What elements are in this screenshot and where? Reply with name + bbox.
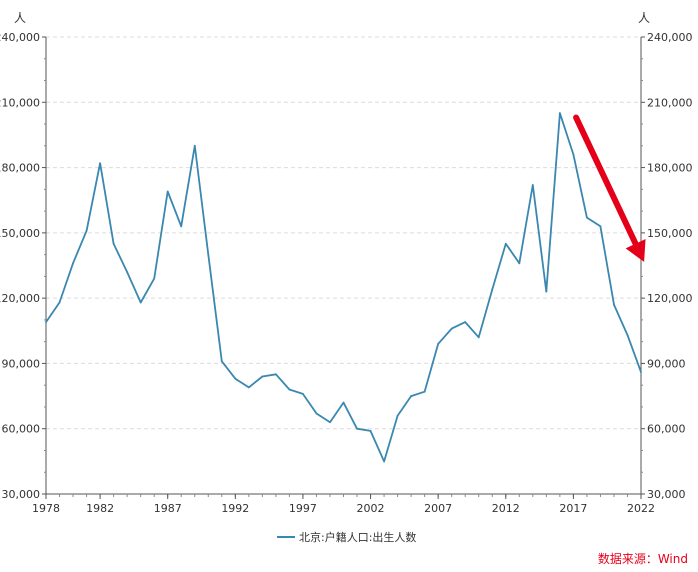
- left-y-tick-label: 90,000: [2, 357, 41, 370]
- x-tick-label: 2022: [627, 502, 655, 515]
- right-y-tick-label: 30,000: [647, 488, 686, 501]
- data-point: [302, 392, 304, 395]
- data-point: [491, 288, 494, 291]
- left-y-tick-label: 150,000: [0, 227, 40, 240]
- x-tick-labels: 1978 1982 1987 1992 1997 2002 2007 2012 2017 2022: [32, 494, 655, 515]
- x-tick-label: 1987: [154, 502, 182, 515]
- data-point: [423, 390, 426, 393]
- red-down-arrow-annotation: [573, 114, 646, 262]
- x-tick-label: 2002: [357, 502, 385, 515]
- left-y-tick-label: 60,000: [2, 423, 41, 436]
- data-point: [274, 373, 277, 376]
- data-point: [261, 375, 264, 378]
- x-tick-label: 1982: [86, 502, 114, 515]
- arrow-head: [625, 239, 646, 262]
- x-tick-label: 2007: [424, 502, 452, 515]
- data-point: [572, 153, 575, 156]
- data-point: [531, 184, 534, 186]
- right-y-tick-labels: 30,000 60,000 90,000 120,000 150,000 180,000 2…: [641, 31, 693, 501]
- data-point: [288, 388, 291, 391]
- data-point: [599, 225, 602, 228]
- data-point: [464, 321, 467, 323]
- data-point: [139, 301, 142, 304]
- data-point: [450, 327, 453, 330]
- data-point: [329, 421, 331, 424]
- data-point: [234, 377, 237, 380]
- right-y-tick-label: 210,000: [647, 96, 693, 109]
- data-point: [356, 427, 358, 430]
- data-point: [437, 342, 440, 345]
- left-y-tick-label: 210,000: [0, 96, 40, 109]
- right-y-tick-label: 240,000: [647, 31, 693, 44]
- data-point: [315, 412, 318, 415]
- data-point: [383, 460, 385, 463]
- data-point: [99, 162, 101, 165]
- data-point: [626, 334, 629, 337]
- data-point: [193, 144, 196, 147]
- x-tick-label: 2017: [559, 502, 587, 515]
- data-point: [247, 386, 250, 389]
- right-y-unit-label: 人: [638, 11, 650, 25]
- data-point: [45, 321, 47, 323]
- x-tick-label: 1992: [221, 502, 249, 515]
- right-y-tick-label: 180,000: [647, 162, 693, 175]
- grid-lines: [46, 36, 641, 430]
- data-point: [112, 242, 115, 245]
- data-point: [153, 277, 156, 280]
- data-point: [85, 229, 88, 232]
- data-point: [558, 112, 561, 115]
- data-point: [207, 253, 210, 256]
- left-y-tick-label: 30,000: [2, 488, 41, 501]
- right-y-tick-label: 120,000: [647, 292, 693, 305]
- left-y-tick-labels: 30,000 60,000 90,000 120,000 150,000 180,000 2…: [0, 31, 46, 501]
- x-tick-label: 1978: [32, 502, 60, 515]
- data-point: [396, 414, 399, 417]
- data-point: [126, 271, 129, 273]
- data-point: [342, 401, 345, 404]
- legend-label: 北京:户籍人口:出生人数: [299, 530, 416, 544]
- data-point: [545, 290, 548, 293]
- data-point: [72, 262, 74, 265]
- left-y-tick-label: 240,000: [0, 31, 40, 44]
- data-point: [640, 371, 642, 374]
- data-point: [410, 395, 413, 397]
- series-layer: [45, 112, 642, 463]
- arrow-shaft: [573, 114, 639, 247]
- data-point: [166, 190, 169, 193]
- right-y-tick-label: 60,000: [647, 423, 686, 436]
- series-line: [45, 112, 642, 463]
- right-y-tick-label: 150,000: [647, 227, 693, 240]
- legend: 北京:户籍人口:出生人数: [277, 530, 416, 544]
- right-y-tick-label: 90,000: [647, 357, 686, 370]
- data-point: [518, 262, 521, 265]
- left-y-unit-label: 人: [14, 11, 26, 25]
- data-point: [58, 301, 61, 304]
- data-point: [586, 216, 588, 219]
- data-source-label: 数据来源：Wind: [598, 551, 688, 566]
- data-point: [477, 336, 480, 339]
- data-point: [504, 242, 507, 245]
- x-tick-label: 1997: [289, 502, 317, 515]
- axes: [45, 37, 642, 495]
- data-point: [613, 303, 615, 306]
- left-y-tick-label: 180,000: [0, 162, 40, 175]
- data-point: [180, 225, 183, 228]
- data-point: [369, 429, 372, 432]
- data-point: [220, 360, 223, 363]
- left-y-tick-label: 120,000: [0, 292, 40, 305]
- x-tick-label: 2012: [492, 502, 520, 515]
